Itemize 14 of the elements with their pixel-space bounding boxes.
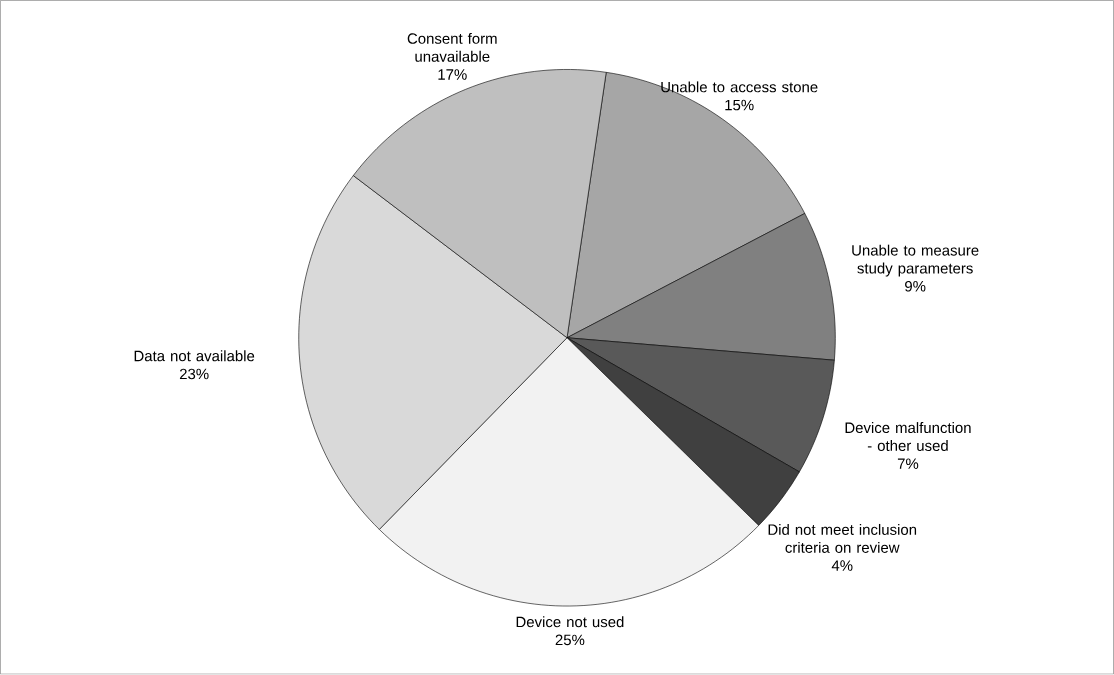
data-label: 7% — [897, 458, 919, 470]
data-label: 17% — [438, 69, 467, 80]
slice-label: Device not used — [516, 616, 624, 628]
data-label: 9% — [905, 281, 926, 292]
slice-label: Unable to access stone — [661, 81, 818, 93]
data-label: 15% — [725, 100, 754, 111]
slice-label: Unable to measure study parameters — [852, 244, 979, 277]
slice-label: Did not meet inclusion criteria on review — [768, 524, 917, 554]
data-label: 25% — [555, 634, 585, 646]
slice-label: Data not available — [134, 350, 255, 362]
slice-label: Device malfunction - other used — [845, 422, 971, 452]
data-label: 4% — [831, 560, 853, 572]
slice-label: Consent form unavailable — [407, 33, 497, 63]
data-label: 23% — [179, 368, 209, 380]
